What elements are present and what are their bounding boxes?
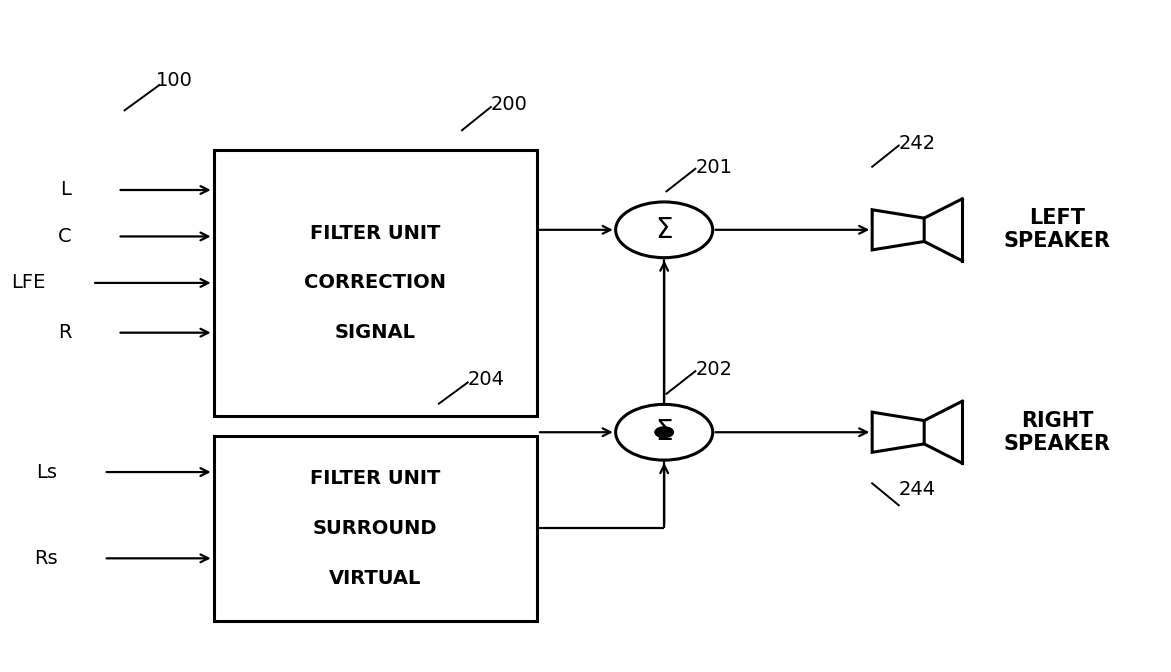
Text: SURROUND: SURROUND bbox=[313, 519, 438, 538]
Text: LEFT
SPEAKER: LEFT SPEAKER bbox=[1004, 208, 1110, 251]
Text: 244: 244 bbox=[899, 480, 936, 499]
Text: FILTER UNIT: FILTER UNIT bbox=[310, 224, 440, 243]
Circle shape bbox=[616, 202, 713, 257]
Text: 242: 242 bbox=[899, 134, 936, 153]
Bar bbox=[213, 435, 537, 622]
Text: $\Sigma$: $\Sigma$ bbox=[656, 418, 673, 446]
Text: 204: 204 bbox=[467, 370, 505, 389]
Text: Rs: Rs bbox=[34, 549, 57, 568]
Circle shape bbox=[616, 405, 713, 460]
Text: 202: 202 bbox=[696, 360, 732, 379]
Text: FILTER UNIT: FILTER UNIT bbox=[310, 469, 440, 488]
Text: LFE: LFE bbox=[12, 274, 46, 292]
Text: CORRECTION: CORRECTION bbox=[304, 274, 446, 292]
Text: R: R bbox=[57, 323, 71, 342]
Text: 100: 100 bbox=[156, 71, 193, 91]
Circle shape bbox=[655, 427, 673, 437]
Text: $\Sigma$: $\Sigma$ bbox=[656, 216, 673, 244]
Text: SIGNAL: SIGNAL bbox=[335, 323, 416, 342]
Text: Ls: Ls bbox=[36, 462, 57, 482]
Text: 201: 201 bbox=[696, 158, 732, 177]
Polygon shape bbox=[872, 412, 924, 452]
Text: C: C bbox=[57, 227, 71, 246]
Text: L: L bbox=[61, 181, 71, 200]
Text: 200: 200 bbox=[491, 95, 528, 114]
Text: VIRTUAL: VIRTUAL bbox=[329, 569, 422, 588]
Text: RIGHT
SPEAKER: RIGHT SPEAKER bbox=[1004, 411, 1110, 454]
Polygon shape bbox=[872, 210, 924, 250]
Bar bbox=[213, 150, 537, 416]
